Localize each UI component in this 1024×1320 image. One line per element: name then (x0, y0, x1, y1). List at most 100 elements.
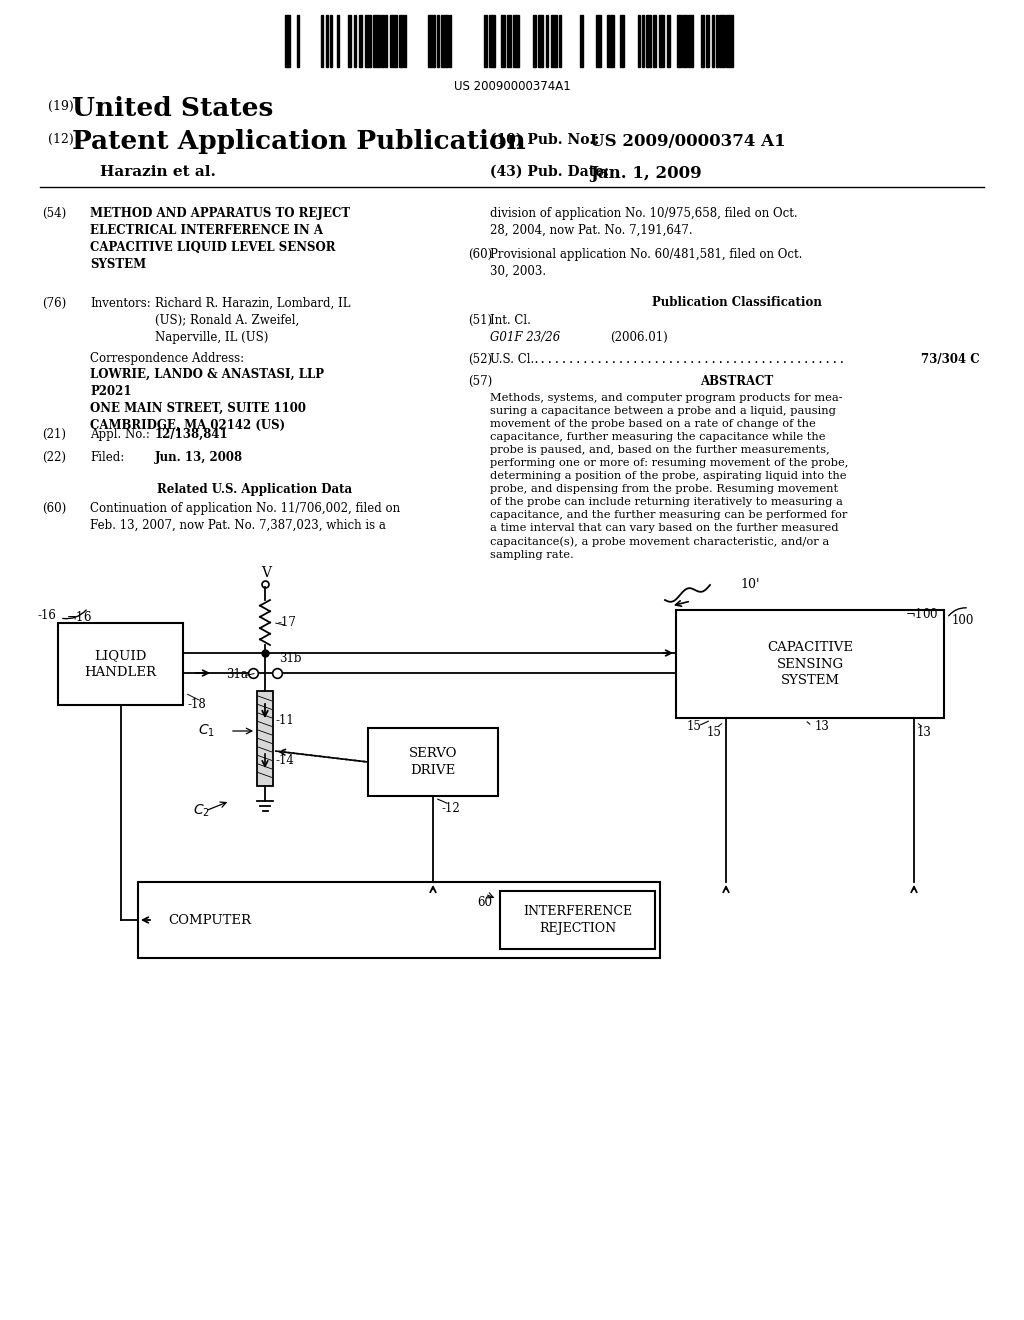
Text: 10': 10' (740, 578, 760, 591)
Bar (620, 15, 624, 67)
Text: SERVO
DRIVE: SERVO DRIVE (409, 747, 458, 776)
Bar (373, 15, 380, 67)
Text: (22): (22) (42, 451, 66, 465)
Bar (359, 15, 362, 67)
Text: V: V (261, 566, 271, 579)
Text: US 20090000374A1: US 20090000374A1 (454, 81, 570, 92)
Bar (330, 15, 332, 67)
Text: LOWRIE, LANDO & ANASTASI, LLP
P2021
ONE MAIN STREET, SUITE 1100
CAMBRIDGE, MA 02: LOWRIE, LANDO & ANASTASI, LLP P2021 ONE … (90, 368, 324, 432)
Bar (297, 15, 299, 67)
Text: G01F 23/26: G01F 23/26 (490, 331, 560, 345)
Text: Continuation of application No. 11/706,002, filed on
Feb. 13, 2007, now Pat. No.: Continuation of application No. 11/706,0… (90, 502, 400, 532)
Text: -12: -12 (441, 803, 460, 814)
Text: division of application No. 10/975,658, filed on Oct.
28, 2004, now Pat. No. 7,1: division of application No. 10/975,658, … (490, 207, 798, 238)
Bar (688, 15, 693, 67)
Text: 15: 15 (686, 719, 701, 733)
Text: Appl. No.:: Appl. No.: (90, 428, 150, 441)
Text: $C_2$: $C_2$ (193, 803, 210, 820)
Bar (257, 690, 273, 785)
Text: 31a: 31a (226, 668, 248, 681)
Text: $C_1$: $C_1$ (198, 723, 215, 739)
Bar (385, 15, 387, 67)
Text: Jun. 13, 2008: Jun. 13, 2008 (155, 451, 243, 465)
Bar (441, 15, 449, 67)
Text: (57): (57) (468, 375, 493, 388)
Bar (354, 15, 356, 67)
Text: U.S. Cl.: U.S. Cl. (490, 352, 535, 366)
Text: $\neg$16: $\neg$16 (66, 610, 92, 624)
Text: Jan. 1, 2009: Jan. 1, 2009 (590, 165, 701, 182)
Text: LIQUID
HANDLER: LIQUID HANDLER (85, 649, 157, 678)
Bar (449, 15, 451, 67)
Text: 13: 13 (815, 719, 829, 733)
Text: Provisional application No. 60/481,581, filed on Oct.
30, 2003.: Provisional application No. 60/481,581, … (490, 248, 803, 279)
Bar (500, 891, 655, 949)
Bar (138, 882, 660, 958)
Text: Int. Cl.: Int. Cl. (490, 314, 530, 327)
Text: -17: -17 (278, 616, 296, 630)
Bar (365, 15, 371, 67)
Bar (719, 15, 725, 67)
Bar (337, 15, 339, 67)
Bar (404, 15, 406, 67)
Bar (538, 15, 543, 67)
Bar (381, 15, 384, 67)
Bar (285, 15, 290, 67)
Bar (390, 15, 397, 67)
Text: (54): (54) (42, 207, 67, 220)
Bar (683, 15, 687, 67)
Text: (19): (19) (48, 100, 74, 114)
Text: -18: -18 (188, 698, 207, 711)
Text: (10) Pub. No.:: (10) Pub. No.: (490, 133, 599, 147)
Text: ABSTRACT: ABSTRACT (700, 375, 773, 388)
Text: 12/138,841: 12/138,841 (155, 428, 228, 441)
Bar (484, 15, 487, 67)
Bar (580, 15, 583, 67)
Bar (428, 15, 435, 67)
Text: (60): (60) (468, 248, 493, 261)
Text: 13: 13 (918, 726, 932, 739)
Bar (716, 15, 718, 67)
Bar (534, 15, 536, 67)
Bar (653, 15, 656, 67)
Bar (659, 15, 664, 67)
Bar (348, 15, 351, 67)
Text: METHOD AND APPARATUS TO REJECT
ELECTRICAL INTERFERENCE IN A
CAPACITIVE LIQUID LE: METHOD AND APPARATUS TO REJECT ELECTRICA… (90, 207, 350, 271)
Text: 100: 100 (952, 614, 975, 627)
Bar (326, 15, 328, 67)
Text: (76): (76) (42, 297, 67, 310)
Text: Methods, systems, and computer program products for mea-
suring a capacitance be: Methods, systems, and computer program p… (490, 393, 848, 560)
Text: (51): (51) (468, 314, 493, 327)
Bar (642, 15, 644, 67)
Text: COMPUTER: COMPUTER (168, 913, 251, 927)
Text: United States: United States (72, 96, 273, 121)
Bar (607, 15, 614, 67)
Text: 15: 15 (707, 726, 721, 739)
Text: Related U.S. Application Data: Related U.S. Application Data (158, 483, 352, 496)
Bar (399, 15, 403, 67)
Text: (60): (60) (42, 502, 67, 515)
Bar (437, 15, 439, 67)
Text: (52): (52) (468, 352, 493, 366)
Bar (507, 15, 511, 67)
Text: US 2009/0000374 A1: US 2009/0000374 A1 (590, 133, 785, 150)
Bar (58, 623, 183, 705)
Text: (21): (21) (42, 428, 66, 441)
Bar (706, 15, 709, 67)
Text: CAPACITIVE
SENSING
SYSTEM: CAPACITIVE SENSING SYSTEM (767, 642, 853, 686)
Text: ............................................: ........................................… (532, 352, 846, 366)
Bar (646, 15, 651, 67)
Text: (2006.01): (2006.01) (610, 331, 668, 345)
Text: Richard R. Harazin, Lombard, IL
(US); Ronald A. Zweifel,
Naperville, IL (US): Richard R. Harazin, Lombard, IL (US); Ro… (155, 297, 350, 345)
Text: -16: -16 (37, 609, 56, 622)
Bar (676, 610, 944, 718)
Bar (489, 15, 495, 67)
Text: 60: 60 (477, 896, 492, 909)
Bar (701, 15, 705, 67)
Text: -11: -11 (276, 714, 295, 727)
Bar (321, 15, 323, 67)
Bar (559, 15, 561, 67)
Text: Publication Classification: Publication Classification (652, 296, 822, 309)
Text: INTERFERENCE
REJECTION: INTERFERENCE REJECTION (523, 906, 632, 935)
Bar (667, 15, 670, 67)
